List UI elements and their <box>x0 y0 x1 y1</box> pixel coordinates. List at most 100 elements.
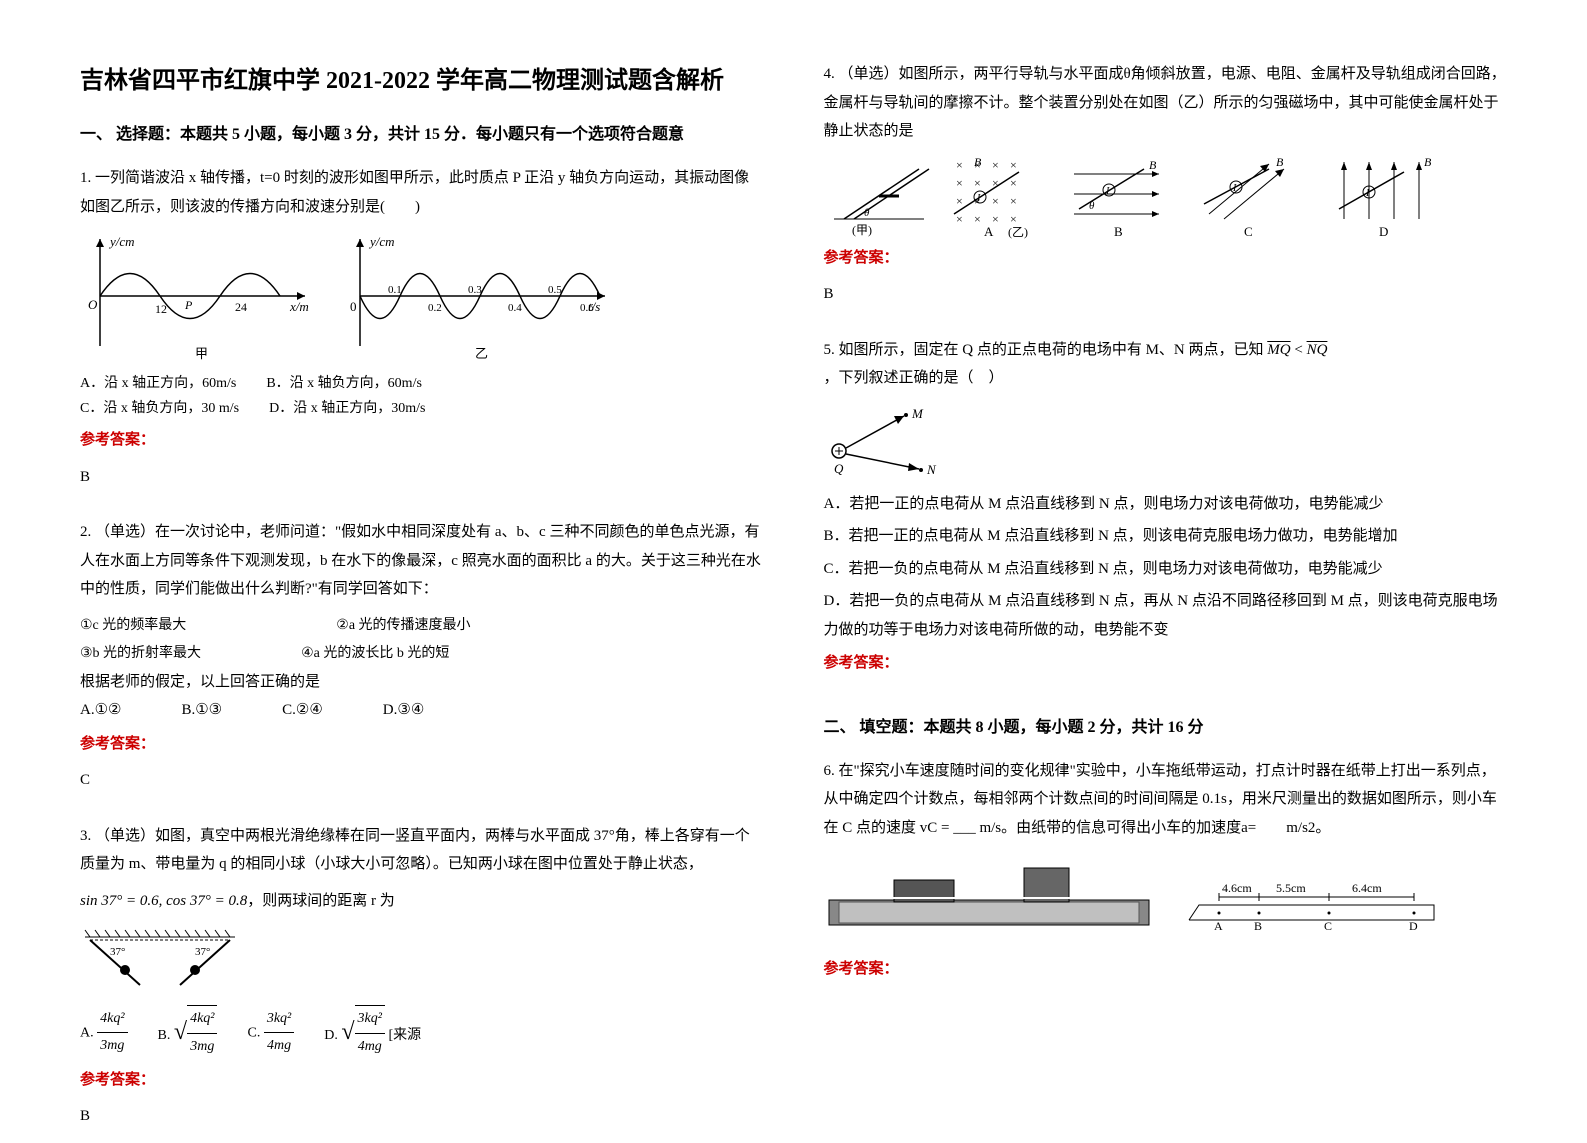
q1-option-b: B．沿 x 轴负方向，60m/s <box>266 371 422 396</box>
svg-text:×: × <box>1010 158 1017 172</box>
svg-text:×: × <box>1010 194 1017 208</box>
svg-text:B: B <box>1114 224 1123 239</box>
q3-option-c: C. 3kq²4mg <box>247 1006 294 1060</box>
svg-text:y/cm: y/cm <box>108 234 135 249</box>
q2-answer: C <box>80 766 764 795</box>
svg-text:×: × <box>1010 176 1017 190</box>
q2-text: 2. （单选）在一次讨论中，老师问道："假如水中相同深度处有 a、b、c 三种不… <box>80 518 764 604</box>
q4-text: 4. （单选）如图所示，两平行导轨与水平面成θ角倾斜放置，电源、电阻、金属杆及导… <box>824 60 1508 146</box>
q3-diagram: 37° 37° <box>80 915 764 995</box>
svg-text:θ: θ <box>1089 200 1095 212</box>
question-5: 5. 如图所示，固定在 Q 点的正点电荷的电场中有 M、N 两点，已知 MQ <… <box>824 336 1508 678</box>
q2-prompt: 根据老师的假定，以上回答正确的是 <box>80 668 764 697</box>
svg-text:0.5: 0.5 <box>548 284 562 296</box>
svg-text:5.5cm: 5.5cm <box>1276 881 1306 895</box>
svg-text:×: × <box>956 212 963 226</box>
q2-option-a: A.①② <box>80 696 121 725</box>
q1-diagram-yi: y/cm t/s 0 0.1 0.2 0.3 0.4 0.5 0.6 乙 <box>340 231 620 361</box>
svg-text:0.2: 0.2 <box>428 302 442 314</box>
svg-text:24: 24 <box>235 300 247 314</box>
svg-text:×: × <box>956 194 963 208</box>
q6-text: 6. 在"探究小车速度随时间的变化规律"实验中，小车拖纸带运动，打点计时器在纸带… <box>824 757 1508 843</box>
q2-sub2: ②a 光的传播速度最小 <box>336 612 470 640</box>
svg-text:甲: 甲 <box>195 346 208 361</box>
q3-answer: B <box>80 1102 764 1131</box>
svg-text:(甲): (甲) <box>852 223 872 237</box>
q5-option-d: D．若把一负的点电荷从 M 点沿直线移到 N 点，再从 N 点沿不同路径移回到 … <box>824 587 1508 644</box>
section-1-header: 一、 选择题：本题共 5 小题，每小题 3 分，共计 15 分．每小题只有一个选… <box>80 120 764 144</box>
exam-title: 吉林省四平市红旗中学 2021-2022 学年高二物理测试题含解析 <box>80 60 764 95</box>
section-2-header: 二、 填空题：本题共 8 小题，每小题 2 分，共计 16 分 <box>824 713 1508 737</box>
svg-text:M: M <box>911 406 924 421</box>
q2-options: A.①② B.①③ C.②④ D.③④ <box>80 696 764 725</box>
svg-text:x/m: x/m <box>289 299 309 314</box>
svg-text:A: A <box>984 224 994 239</box>
svg-text:P: P <box>184 298 193 312</box>
q1-diagram-jia: y/cm x/m O 12 P 24 甲 <box>80 231 320 361</box>
question-2: 2. （单选）在一次讨论中，老师问道："假如水中相同深度处有 a、b、c 三种不… <box>80 518 764 807</box>
q2-sub3: ③b 光的折射率最大 <box>80 640 201 668</box>
q1-diagrams: y/cm x/m O 12 P 24 甲 y/cm t/s 0 0.1 0.2 <box>80 231 764 361</box>
q2-sub1: ①c 光的频率最大 <box>80 612 186 640</box>
svg-text:0.6: 0.6 <box>580 302 594 314</box>
svg-text:B: B <box>1424 155 1432 169</box>
svg-text:乙: 乙 <box>475 346 488 361</box>
q3-option-a: A. 4kq²3mg <box>80 1006 128 1060</box>
q1-options: A．沿 x 轴正方向，60m/s B．沿 x 轴负方向，60m/s C．沿 x … <box>80 371 764 421</box>
question-3: 3. （单选）如图，真空中两根光滑绝缘棒在同一竖直平面内，两棒与水平面成 37°… <box>80 822 764 1143</box>
svg-text:B: B <box>974 155 982 169</box>
q6-diagram: A B C D 4.6cm 5.5cm 6.4cm <box>824 850 1508 935</box>
q3-option-d: D. 3kq²4mg [来源 <box>324 1005 421 1060</box>
svg-text:Q: Q <box>834 461 844 476</box>
q3-options: A. 4kq²3mg B. 4kq²3mg C. 3kq²4mg D. 3kq²… <box>80 1005 764 1060</box>
svg-text:12: 12 <box>155 302 167 316</box>
svg-text:C: C <box>1244 224 1253 239</box>
svg-text:B: B <box>1149 158 1157 172</box>
q5-text: 5. 如图所示，固定在 Q 点的正点电荷的电场中有 M、N 两点，已知 MQ <… <box>824 336 1508 393</box>
q4-answer-label: 参考答案： <box>824 244 1508 273</box>
svg-text:×: × <box>956 176 963 190</box>
q2-option-c: C.②④ <box>282 696 323 725</box>
svg-text:B: B <box>1254 919 1262 933</box>
q1-answer: B <box>80 463 764 492</box>
svg-text:×: × <box>974 212 981 226</box>
q3-option-b: B. 4kq²3mg <box>158 1005 218 1060</box>
q5-option-c: C．若把一负的点电荷从 M 点沿直线移到 N 点，则电场力对该电荷做功，电势能减… <box>824 555 1508 584</box>
svg-text:×: × <box>992 158 999 172</box>
svg-text:I: I <box>1232 183 1237 194</box>
svg-text:D: D <box>1409 919 1418 933</box>
q3-formula-line: sin 37° = 0.6, cos 37° = 0.8，则两球间的距离 r 为 <box>80 887 764 916</box>
q3-text: 3. （单选）如图，真空中两根光滑绝缘棒在同一竖直平面内，两棒与水平面成 37°… <box>80 822 764 879</box>
q2-option-d: D.③④ <box>383 696 424 725</box>
svg-text:O: O <box>88 297 98 312</box>
svg-text:0.4: 0.4 <box>508 302 522 314</box>
svg-text:(乙): (乙) <box>1008 225 1028 239</box>
svg-text:×: × <box>974 176 981 190</box>
q2-option-b: B.①③ <box>181 696 222 725</box>
svg-text:0.3: 0.3 <box>468 284 482 296</box>
svg-text:0.1: 0.1 <box>388 284 402 296</box>
q4-answer: B <box>824 280 1508 309</box>
q5-answer-label: 参考答案： <box>824 649 1508 678</box>
svg-text:37°: 37° <box>195 946 210 958</box>
q4-diagram: (甲) θ ×××× ×××× ×××× ×××× I B A (乙) <box>824 154 1508 239</box>
q2-sub4: ④a 光的波长比 b 光的短 <box>301 640 449 668</box>
q1-answer-label: 参考答案： <box>80 426 764 455</box>
q1-option-a: A．沿 x 轴正方向，60m/s <box>80 371 236 396</box>
svg-text:37°: 37° <box>110 946 125 958</box>
svg-text:y/cm: y/cm <box>368 234 395 249</box>
q1-option-d: D．沿 x 轴正方向，30m/s <box>269 396 425 421</box>
q2-sub-options: ①c 光的频率最大 ②a 光的传播速度最小 ③b 光的折射率最大 ④a 光的波长… <box>80 612 764 668</box>
svg-text:C: C <box>1324 919 1332 933</box>
question-4: 4. （单选）如图所示，两平行导轨与水平面成θ角倾斜放置，电源、电阻、金属杆及导… <box>824 60 1508 321</box>
svg-text:B: B <box>1276 155 1284 169</box>
svg-text:I: I <box>1105 186 1110 197</box>
svg-text:A: A <box>1214 919 1223 933</box>
right-column: 4. （单选）如图所示，两平行导轨与水平面成θ角倾斜放置，电源、电阻、金属杆及导… <box>824 60 1508 1062</box>
q5-option-b: B．若把一正的点电荷从 M 点沿直线移到 N 点，则该电荷克服电场力做功，电势能… <box>824 522 1508 551</box>
svg-text:6.4cm: 6.4cm <box>1352 881 1382 895</box>
svg-text:D: D <box>1379 224 1388 239</box>
q5-diagram: Q M N <box>824 401 1508 486</box>
q5-option-a: A．若把一正的点电荷从 M 点沿直线移到 N 点，则电场力对该电荷做功，电势能减… <box>824 490 1508 519</box>
svg-text:×: × <box>956 158 963 172</box>
